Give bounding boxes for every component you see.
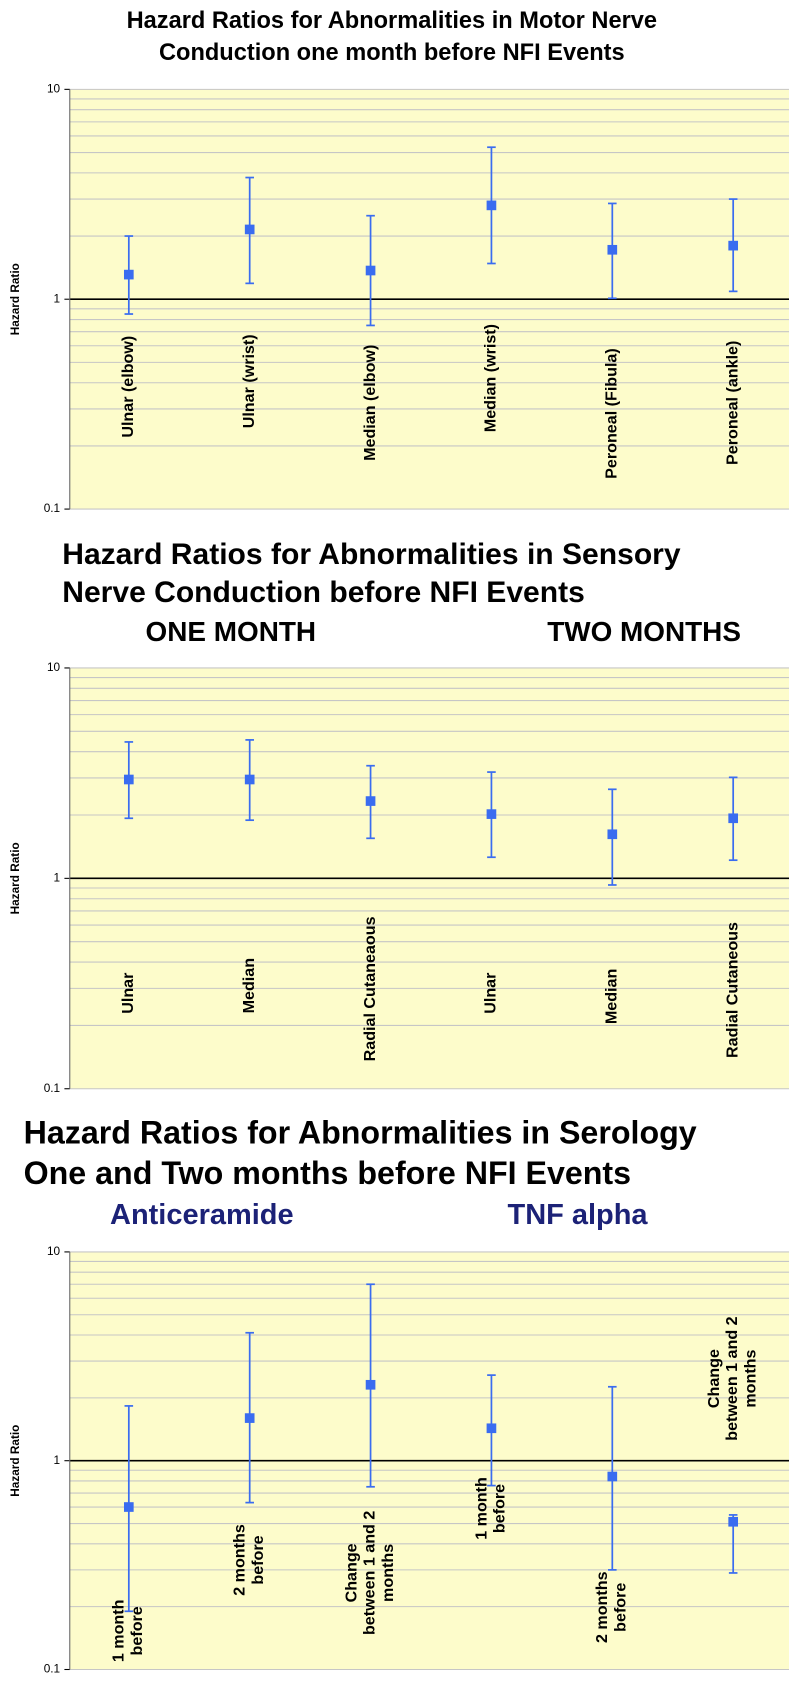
y-axis-label: Hazard Ratio — [8, 1425, 22, 1497]
y-tick-label: 10 — [47, 1244, 61, 1258]
chart-title: Hazard Ratios for Abnormalities in Serol… — [24, 1114, 697, 1150]
x-category-label: Radial Cutaneaous — [361, 916, 379, 1061]
point — [486, 1423, 497, 1434]
x-category-label: before — [128, 1606, 146, 1655]
x-category-label: Ulnar (wrist) — [240, 334, 258, 428]
x-category-label: months — [379, 1544, 397, 1602]
x-category-label: Change — [705, 1349, 723, 1408]
group-label: TNF alpha — [508, 1199, 649, 1231]
x-category-label: before — [612, 1583, 630, 1632]
y-tick-label: 10 — [47, 660, 61, 674]
x-category-label: Ulnar (elbow) — [119, 336, 137, 438]
x-category-label: before — [249, 1535, 267, 1584]
x-category-label-group: 2 monthsbefore — [593, 1571, 629, 1643]
y-tick-label: 10 — [47, 81, 61, 95]
x-category-label: 1 month — [473, 1477, 491, 1540]
x-category-label: 2 months — [231, 1524, 249, 1596]
x-category-label: before — [491, 1484, 509, 1533]
point — [244, 224, 255, 235]
x-category-label: Radial Cutaneous — [723, 922, 741, 1058]
x-category-label: Ulnar — [119, 972, 137, 1014]
point — [607, 829, 618, 840]
x-category-label-group: 1 monthbefore — [473, 1477, 509, 1540]
point — [365, 796, 376, 806]
chart-title: Hazard Ratios for Abnormalities in Senso… — [62, 538, 681, 571]
group-label: Anticeramide — [110, 1199, 294, 1231]
chart-title: One and Two months before NFI Events — [24, 1155, 631, 1191]
point — [728, 240, 739, 251]
y-tick-label: 1 — [54, 870, 61, 884]
y-tick-label: 0.1 — [44, 1662, 60, 1676]
group-label: TWO MONTHS — [547, 616, 741, 647]
point — [728, 813, 739, 824]
x-category-label: months — [742, 1349, 760, 1407]
x-category-label: Median (elbow) — [361, 345, 379, 461]
y-tick-label: 1 — [54, 291, 61, 305]
x-category-label: Median — [603, 969, 621, 1024]
x-category-label: Ulnar — [482, 972, 500, 1014]
x-category-label: 2 months — [593, 1571, 611, 1643]
y-tick-label: 0.1 — [44, 1081, 60, 1095]
x-category-label: 1 month — [110, 1600, 128, 1663]
point — [607, 1471, 618, 1482]
chart-title: Hazard Ratios for Abnormalities in Motor… — [127, 8, 657, 34]
y-tick-label: 1 — [54, 1453, 61, 1467]
point — [365, 265, 376, 276]
y-axis-label: Hazard Ratio — [8, 842, 22, 914]
x-category-label-group: 1 monthbefore — [110, 1600, 146, 1663]
x-category-label: Median — [240, 958, 258, 1013]
point — [123, 1502, 134, 1512]
chart-title: Nerve Conduction before NFI Events — [62, 576, 585, 609]
x-category-label: between 1 and 2 — [361, 1511, 379, 1635]
y-axis-label: Hazard Ratio — [8, 263, 22, 335]
point — [607, 244, 618, 255]
x-category-label: Change — [343, 1543, 361, 1602]
x-category-label: Peroneal (ankle) — [723, 341, 741, 465]
point — [728, 1516, 739, 1527]
point — [244, 774, 255, 785]
chart-title: Conduction one month before NFI Events — [159, 40, 625, 66]
point — [365, 1379, 376, 1390]
point — [244, 1413, 255, 1423]
point — [486, 200, 497, 211]
x-category-label: Median (wrist) — [482, 324, 500, 432]
x-category-label-group: 2 monthsbefore — [231, 1524, 267, 1596]
x-category-label: Peroneal (Fibula) — [603, 348, 621, 479]
x-category-label: between 1 and 2 — [723, 1316, 741, 1440]
x-category-label-group: Changebetween 1 and 2months — [343, 1511, 397, 1635]
y-tick-label: 0.1 — [44, 501, 60, 515]
x-category-label-group: Changebetween 1 and 2months — [705, 1316, 759, 1440]
point — [486, 809, 497, 819]
point — [123, 269, 134, 280]
point — [123, 774, 134, 785]
group-label: ONE MONTH — [146, 616, 317, 647]
